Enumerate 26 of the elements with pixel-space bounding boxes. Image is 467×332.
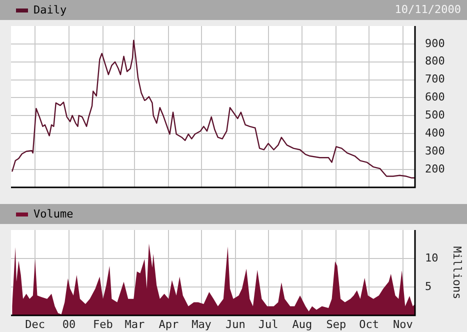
y-tick-label: 600 bbox=[425, 90, 445, 104]
y-tick-label: 400 bbox=[425, 126, 445, 140]
y-tick-label: 900 bbox=[425, 36, 445, 50]
legend-label: Daily bbox=[34, 3, 67, 16]
x-tick-label: Apr bbox=[158, 318, 179, 331]
x-tick-label: Oct bbox=[359, 318, 379, 331]
y-tick-label: 10 bbox=[425, 251, 438, 264]
x-tick-label: Dec bbox=[25, 318, 46, 331]
y-tick-label: 800 bbox=[425, 54, 445, 68]
x-tick-label: Mar bbox=[124, 318, 146, 331]
y-tick-label: 700 bbox=[425, 72, 445, 86]
y-tick-label: 5 bbox=[425, 280, 432, 293]
x-tick-label: Aug bbox=[292, 318, 312, 331]
x-tick-label: Feb bbox=[93, 318, 113, 331]
x-tick-label: Sep bbox=[326, 318, 346, 331]
text: 10/11/2000 bbox=[394, 2, 461, 16]
y-tick-label: 200 bbox=[425, 162, 445, 176]
x-tick-label: Jun bbox=[226, 318, 246, 331]
x-tick-label: May bbox=[192, 318, 212, 331]
x-tick-label: 00 bbox=[62, 318, 76, 331]
y-tick-label: 300 bbox=[425, 144, 445, 158]
y-tick-label: 500 bbox=[425, 108, 445, 122]
x-tick-label: Jul bbox=[258, 318, 278, 331]
x-tick-label: Nov bbox=[393, 318, 414, 331]
legend-label: Volume bbox=[34, 207, 74, 220]
y-axis-title: Millions bbox=[450, 246, 464, 300]
